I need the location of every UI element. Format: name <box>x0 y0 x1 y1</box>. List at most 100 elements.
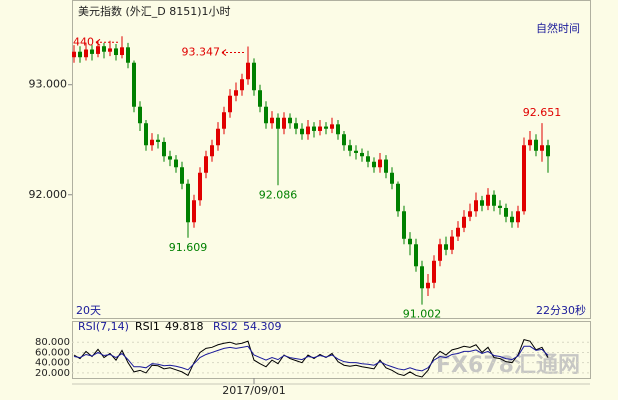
y-tick-label: 92.000 <box>29 188 68 201</box>
y-tick-label: 40.000 <box>35 358 70 369</box>
candle-body <box>192 200 196 223</box>
candle-body <box>522 145 526 212</box>
candle-body <box>96 46 100 54</box>
candle-body <box>342 134 346 146</box>
candle-body <box>264 106 268 124</box>
candle-body <box>468 211 472 217</box>
candle-body <box>408 238 412 245</box>
high-annotation: 92.651 <box>523 106 562 119</box>
candle-body <box>72 51 76 58</box>
candle-body <box>504 207 508 217</box>
candle-body <box>288 117 292 124</box>
rsi-line <box>73 345 549 372</box>
candle-body <box>312 126 316 131</box>
candle-body <box>456 227 460 237</box>
candle-body <box>384 159 388 173</box>
candle-body <box>186 183 190 223</box>
candle-body <box>276 117 280 129</box>
annotation-arrowhead <box>221 49 227 56</box>
candle-body <box>420 266 424 289</box>
candle-body <box>180 167 184 184</box>
candle-body <box>492 194 496 206</box>
candle-body <box>516 211 520 223</box>
candle-body <box>120 47 124 56</box>
candle-body <box>474 200 478 212</box>
candle-body <box>390 172 394 184</box>
candle-body <box>450 236 454 250</box>
candle-body <box>444 244 448 250</box>
candle-body <box>402 211 406 239</box>
chart-title: 美元指数 (外汇_D 8151)1小时 <box>78 4 231 18</box>
candle-body <box>162 141 166 157</box>
candle-body <box>546 145 550 157</box>
candle-body <box>486 194 490 206</box>
candle-body <box>108 48 112 52</box>
annotation-arrowhead <box>95 38 101 46</box>
high-annotation: 440 <box>73 35 94 48</box>
candle-body <box>432 260 436 283</box>
candle-body <box>336 124 340 135</box>
y-tick-label: 93.000 <box>29 78 68 91</box>
candle-body <box>150 139 154 146</box>
legend-name: RSI1 <box>135 320 160 333</box>
candle-body <box>462 216 466 228</box>
candle-body <box>534 139 538 151</box>
candle-body <box>174 159 178 168</box>
candle-body <box>426 282 430 289</box>
candle-body <box>372 161 376 168</box>
candle-body <box>498 205 502 208</box>
candle-body <box>228 95 232 113</box>
low-annotation: 92.086 <box>259 188 298 201</box>
time-mode: 自然时间 <box>536 21 580 35</box>
rsi-title: RSI(7,14) <box>78 320 129 333</box>
candle-body <box>300 128 304 135</box>
candle-body <box>318 126 322 131</box>
candle-body <box>210 145 214 157</box>
candle-body <box>360 152 364 157</box>
candle-body <box>378 159 382 168</box>
candle-body <box>132 62 136 107</box>
candle-body <box>438 244 442 261</box>
legend-value: 54.309 <box>243 320 282 333</box>
candle-body <box>204 156 208 173</box>
y-tick-label: 80.000 <box>35 337 70 348</box>
rsi-panel <box>72 321 591 379</box>
candle-body <box>396 183 400 212</box>
candle-body <box>102 46 106 52</box>
candle-body <box>156 139 160 142</box>
candle-body <box>90 49 94 54</box>
candle-body <box>258 90 262 107</box>
candle-body <box>198 172 202 201</box>
period-label: 20天 <box>76 304 101 317</box>
candle-body <box>414 244 418 267</box>
candle-body <box>144 123 148 146</box>
candle-body <box>366 156 370 162</box>
candle-body <box>168 156 172 160</box>
low-annotation: 91.002 <box>403 308 442 321</box>
candle-body <box>222 112 226 129</box>
candle-body <box>234 90 238 96</box>
candle-body <box>354 150 358 153</box>
candle-body <box>126 47 130 63</box>
low-annotation: 91.609 <box>169 241 208 254</box>
candle-body <box>240 79 244 91</box>
price-panel <box>72 0 591 319</box>
candle-body <box>84 49 88 58</box>
countdown: 22分30秒 <box>536 303 586 317</box>
candle-body <box>324 126 328 129</box>
legend-value: 49.818 <box>165 320 204 333</box>
high-annotation: 93.347 <box>182 46 221 59</box>
x-tick-label: 2017/09/01 <box>222 384 285 397</box>
candle-body <box>330 124 334 129</box>
watermark: FX678汇通网 <box>436 353 580 378</box>
candle-body <box>78 51 82 58</box>
candle-body <box>480 200 484 206</box>
candle-body <box>282 117 286 129</box>
candle-body <box>216 128 220 146</box>
candle-body <box>138 106 142 124</box>
candle-body <box>540 145 544 151</box>
candle-body <box>252 62 256 91</box>
y-tick-label: 20.000 <box>35 368 70 379</box>
candle-body <box>510 216 514 223</box>
